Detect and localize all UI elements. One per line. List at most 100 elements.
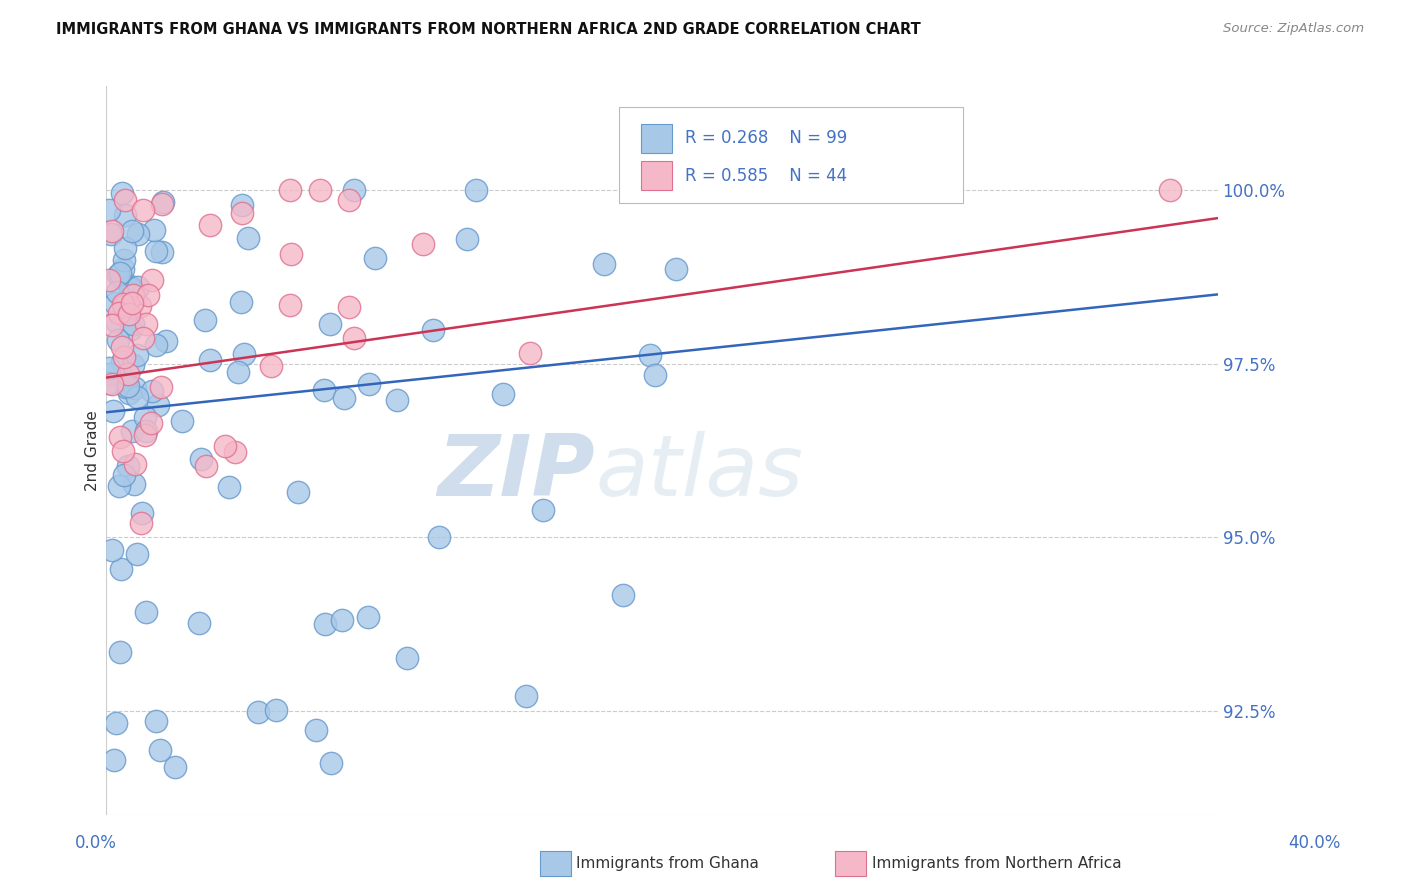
Point [121, 318, 143, 332]
Point [280, 183, 302, 197]
Point [104, 313, 127, 327]
Point [111, 443, 134, 458]
Point [141, 417, 163, 431]
Point [124, 457, 146, 471]
Point [110, 271, 132, 285]
Point [128, 299, 150, 313]
Point [104, 715, 127, 730]
Point [105, 285, 128, 299]
Point [122, 288, 145, 302]
Point [314, 383, 336, 397]
Point [456, 231, 478, 245]
Point [260, 359, 283, 373]
Point [343, 331, 366, 345]
Point [236, 231, 259, 245]
Point [111, 297, 134, 311]
Point [531, 502, 554, 516]
Point [149, 380, 172, 394]
Point [101, 377, 124, 392]
Point [108, 305, 131, 319]
Point [145, 714, 167, 728]
Point [246, 705, 269, 719]
Point [519, 346, 541, 360]
Point [138, 288, 160, 302]
Point [592, 257, 614, 271]
Point [665, 262, 688, 277]
Text: ZIP: ZIP [437, 431, 595, 514]
Point [111, 262, 134, 277]
Text: R = 0.268    N = 99: R = 0.268 N = 99 [685, 129, 846, 147]
Point [319, 317, 342, 331]
Text: IMMIGRANTS FROM GHANA VS IMMIGRANTS FROM NORTHERN AFRICA 2ND GRADE CORRELATION C: IMMIGRANTS FROM GHANA VS IMMIGRANTS FROM… [56, 22, 921, 37]
Point [337, 193, 360, 207]
Point [233, 347, 256, 361]
Point [112, 300, 135, 314]
Point [149, 743, 172, 757]
Point [121, 295, 143, 310]
Point [121, 424, 143, 438]
Point [226, 365, 249, 379]
Point [200, 218, 222, 232]
Point [112, 351, 135, 365]
Point [108, 479, 131, 493]
Text: 0.0%: 0.0% [75, 834, 117, 852]
Point [429, 529, 451, 543]
Point [343, 183, 366, 197]
Point [214, 439, 236, 453]
Point [150, 196, 173, 211]
Point [135, 317, 157, 331]
Point [101, 543, 124, 558]
Point [115, 380, 138, 394]
Point [165, 760, 187, 774]
Point [194, 313, 217, 327]
Point [231, 205, 253, 219]
Point [100, 227, 122, 242]
Point [359, 377, 381, 392]
Point [118, 281, 141, 295]
Text: 40.0%: 40.0% [1288, 834, 1341, 852]
Point [111, 355, 134, 369]
Point [101, 318, 124, 332]
Point [155, 334, 177, 349]
Point [195, 458, 218, 473]
Point [107, 268, 129, 282]
Point [108, 430, 131, 444]
Point [117, 303, 139, 318]
Point [333, 392, 356, 406]
Point [134, 409, 156, 424]
Point [120, 278, 142, 293]
Point [135, 424, 157, 438]
Point [363, 251, 385, 265]
Point [118, 307, 141, 321]
Point [97, 273, 120, 287]
Point [330, 613, 353, 627]
Point [200, 352, 222, 367]
Text: Source: ZipAtlas.com: Source: ZipAtlas.com [1223, 22, 1364, 36]
Point [141, 384, 163, 399]
Point [638, 348, 661, 362]
Point [111, 340, 134, 354]
Point [387, 392, 409, 407]
Point [422, 323, 444, 337]
Point [612, 588, 634, 602]
Point [1159, 183, 1181, 197]
Point [97, 376, 120, 390]
Point [131, 506, 153, 520]
Point [170, 414, 193, 428]
Text: Immigrants from Ghana: Immigrants from Ghana [576, 856, 759, 871]
Point [114, 193, 136, 207]
Point [321, 756, 343, 771]
Point [124, 477, 146, 491]
Point [135, 605, 157, 619]
Point [111, 186, 134, 200]
Point [112, 252, 135, 267]
Point [146, 399, 169, 413]
Point [108, 266, 131, 280]
Point [644, 368, 666, 383]
Point [132, 331, 155, 345]
Point [465, 183, 488, 197]
Point [97, 202, 120, 217]
Point [145, 244, 167, 258]
Point [117, 386, 139, 401]
Point [224, 445, 246, 459]
